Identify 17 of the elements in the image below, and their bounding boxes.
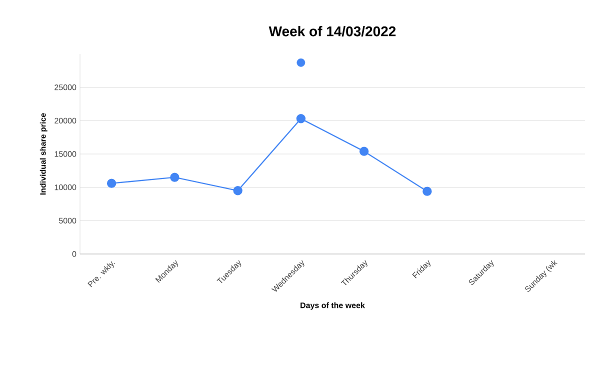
point xyxy=(296,114,306,124)
point xyxy=(359,146,369,156)
point xyxy=(106,178,116,188)
point xyxy=(170,172,180,182)
x-tick-label: Pre. wkly. xyxy=(88,261,116,288)
chart-title: Week of 14/03/2022 xyxy=(268,26,396,36)
point xyxy=(233,186,242,196)
y-tick-label: 5000 xyxy=(58,218,76,224)
y-tick-label: 10000 xyxy=(54,184,76,190)
point xyxy=(296,58,306,67)
y-tick-label: 0 xyxy=(72,251,76,257)
y-tick-label: 25000 xyxy=(54,84,76,90)
y-axis-title: Individual share price xyxy=(40,113,48,195)
y-tick-label: 15000 xyxy=(54,151,76,157)
x-axis-title: Days of the week xyxy=(300,302,365,310)
point xyxy=(422,186,432,196)
y-tick-label: 20000 xyxy=(54,118,76,124)
